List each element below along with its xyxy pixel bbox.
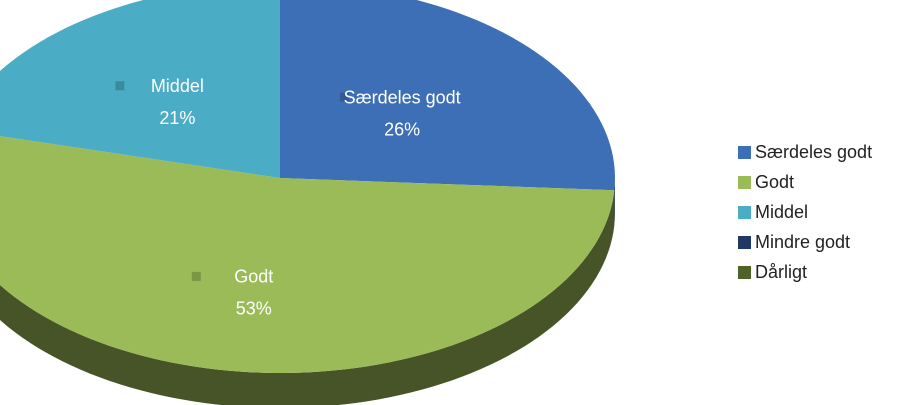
legend-swatch: [738, 236, 751, 249]
label-key: [115, 81, 125, 91]
legend-swatch: [738, 176, 751, 189]
label-key: [191, 271, 201, 281]
legend-label: Dårligt: [755, 262, 807, 282]
pie-slice: [0, 136, 615, 373]
value-label: 21%: [159, 108, 195, 128]
pie-side: [614, 178, 615, 226]
category-label: Godt: [234, 267, 273, 287]
pie-slice: [0, 0, 280, 178]
category-label: Særdeles godt: [344, 87, 461, 107]
category-label: Middel: [151, 76, 204, 96]
value-label: 53%: [236, 299, 272, 319]
legend-swatch: [738, 146, 751, 159]
pie-side: [0, 190, 615, 405]
legend-swatch: [738, 206, 751, 219]
legend-label: Godt: [755, 172, 794, 192]
legend-label: Middel: [755, 202, 808, 222]
label-key: [340, 92, 350, 102]
value-label: 26%: [384, 119, 420, 139]
legend-label: Mindre godt: [755, 232, 850, 252]
pie-slice: [280, 0, 615, 191]
legend-label: Særdeles godt: [755, 142, 872, 162]
legend-swatch: [738, 266, 751, 279]
